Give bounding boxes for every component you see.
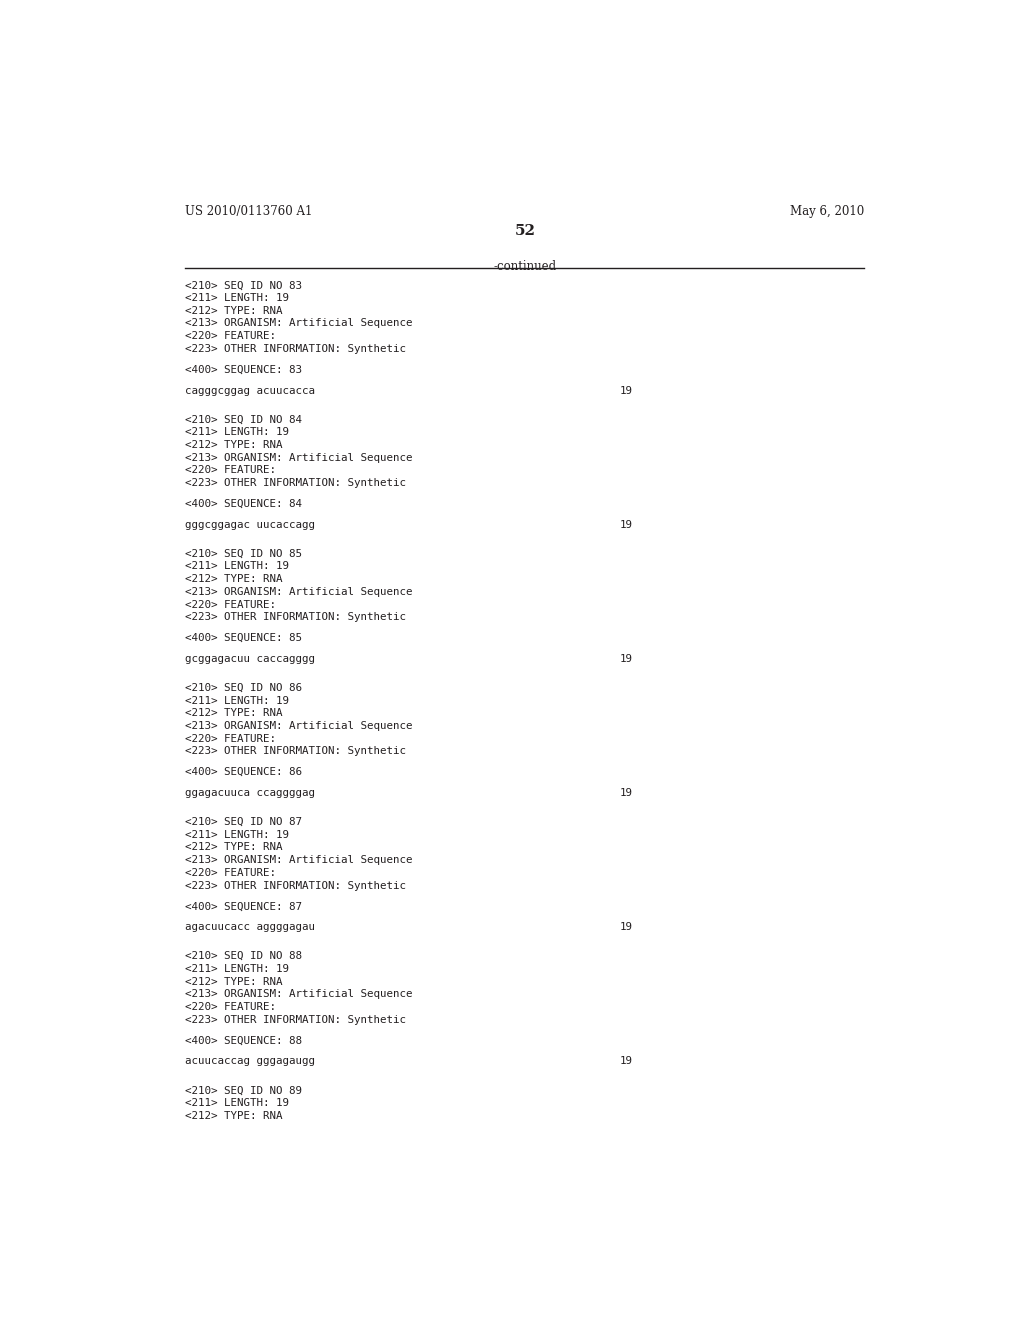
Text: <211> LENGTH: 19: <211> LENGTH: 19: [185, 964, 289, 974]
Text: gggcggagac uucaccagg: gggcggagac uucaccagg: [185, 520, 315, 529]
Text: 19: 19: [620, 788, 633, 799]
Text: <211> LENGTH: 19: <211> LENGTH: 19: [185, 696, 289, 706]
Text: <223> OTHER INFORMATION: Synthetic: <223> OTHER INFORMATION: Synthetic: [185, 880, 407, 891]
Text: <211> LENGTH: 19: <211> LENGTH: 19: [185, 428, 289, 437]
Text: agacuucacc aggggagau: agacuucacc aggggagau: [185, 923, 315, 932]
Text: 19: 19: [620, 653, 633, 664]
Text: US 2010/0113760 A1: US 2010/0113760 A1: [185, 205, 312, 218]
Text: cagggcggag acuucacca: cagggcggag acuucacca: [185, 385, 315, 396]
Text: <212> TYPE: RNA: <212> TYPE: RNA: [185, 1110, 283, 1121]
Text: <213> ORGANISM: Artificial Sequence: <213> ORGANISM: Artificial Sequence: [185, 855, 413, 865]
Text: <211> LENGTH: 19: <211> LENGTH: 19: [185, 561, 289, 572]
Text: <220> FEATURE:: <220> FEATURE:: [185, 599, 276, 610]
Text: ggagacuuca ccaggggag: ggagacuuca ccaggggag: [185, 788, 315, 799]
Text: <212> TYPE: RNA: <212> TYPE: RNA: [185, 306, 283, 315]
Text: <400> SEQUENCE: 88: <400> SEQUENCE: 88: [185, 1036, 302, 1045]
Text: <213> ORGANISM: Artificial Sequence: <213> ORGANISM: Artificial Sequence: [185, 318, 413, 329]
Text: 19: 19: [620, 1056, 633, 1067]
Text: <220> FEATURE:: <220> FEATURE:: [185, 1002, 276, 1012]
Text: <211> LENGTH: 19: <211> LENGTH: 19: [185, 830, 289, 840]
Text: <400> SEQUENCE: 87: <400> SEQUENCE: 87: [185, 902, 302, 911]
Text: 19: 19: [620, 520, 633, 529]
Text: <220> FEATURE:: <220> FEATURE:: [185, 331, 276, 341]
Text: <210> SEQ ID NO 86: <210> SEQ ID NO 86: [185, 682, 302, 693]
Text: <220> FEATURE:: <220> FEATURE:: [185, 734, 276, 743]
Text: <223> OTHER INFORMATION: Synthetic: <223> OTHER INFORMATION: Synthetic: [185, 345, 407, 354]
Text: gcggagacuu caccagggg: gcggagacuu caccagggg: [185, 653, 315, 664]
Text: acuucaccag gggagaugg: acuucaccag gggagaugg: [185, 1056, 315, 1067]
Text: <213> ORGANISM: Artificial Sequence: <213> ORGANISM: Artificial Sequence: [185, 721, 413, 731]
Text: <210> SEQ ID NO 87: <210> SEQ ID NO 87: [185, 817, 302, 828]
Text: <400> SEQUENCE: 83: <400> SEQUENCE: 83: [185, 364, 302, 375]
Text: <220> FEATURE:: <220> FEATURE:: [185, 466, 276, 475]
Text: -continued: -continued: [494, 260, 556, 273]
Text: <220> FEATURE:: <220> FEATURE:: [185, 867, 276, 878]
Text: <400> SEQUENCE: 85: <400> SEQUENCE: 85: [185, 634, 302, 643]
Text: <213> ORGANISM: Artificial Sequence: <213> ORGANISM: Artificial Sequence: [185, 453, 413, 462]
Text: <210> SEQ ID NO 83: <210> SEQ ID NO 83: [185, 280, 302, 290]
Text: <212> TYPE: RNA: <212> TYPE: RNA: [185, 574, 283, 585]
Text: <212> TYPE: RNA: <212> TYPE: RNA: [185, 842, 283, 853]
Text: 52: 52: [514, 224, 536, 239]
Text: <223> OTHER INFORMATION: Synthetic: <223> OTHER INFORMATION: Synthetic: [185, 1015, 407, 1024]
Text: 19: 19: [620, 385, 633, 396]
Text: <211> LENGTH: 19: <211> LENGTH: 19: [185, 293, 289, 304]
Text: <210> SEQ ID NO 88: <210> SEQ ID NO 88: [185, 952, 302, 961]
Text: 19: 19: [620, 923, 633, 932]
Text: <213> ORGANISM: Artificial Sequence: <213> ORGANISM: Artificial Sequence: [185, 989, 413, 999]
Text: May 6, 2010: May 6, 2010: [791, 205, 864, 218]
Text: <223> OTHER INFORMATION: Synthetic: <223> OTHER INFORMATION: Synthetic: [185, 478, 407, 488]
Text: <210> SEQ ID NO 84: <210> SEQ ID NO 84: [185, 414, 302, 425]
Text: <213> ORGANISM: Artificial Sequence: <213> ORGANISM: Artificial Sequence: [185, 587, 413, 597]
Text: <211> LENGTH: 19: <211> LENGTH: 19: [185, 1098, 289, 1107]
Text: <212> TYPE: RNA: <212> TYPE: RNA: [185, 709, 283, 718]
Text: <212> TYPE: RNA: <212> TYPE: RNA: [185, 977, 283, 986]
Text: <223> OTHER INFORMATION: Synthetic: <223> OTHER INFORMATION: Synthetic: [185, 612, 407, 622]
Text: <223> OTHER INFORMATION: Synthetic: <223> OTHER INFORMATION: Synthetic: [185, 746, 407, 756]
Text: <400> SEQUENCE: 86: <400> SEQUENCE: 86: [185, 767, 302, 777]
Text: <210> SEQ ID NO 85: <210> SEQ ID NO 85: [185, 549, 302, 558]
Text: <210> SEQ ID NO 89: <210> SEQ ID NO 89: [185, 1085, 302, 1096]
Text: <212> TYPE: RNA: <212> TYPE: RNA: [185, 440, 283, 450]
Text: <400> SEQUENCE: 84: <400> SEQUENCE: 84: [185, 499, 302, 510]
